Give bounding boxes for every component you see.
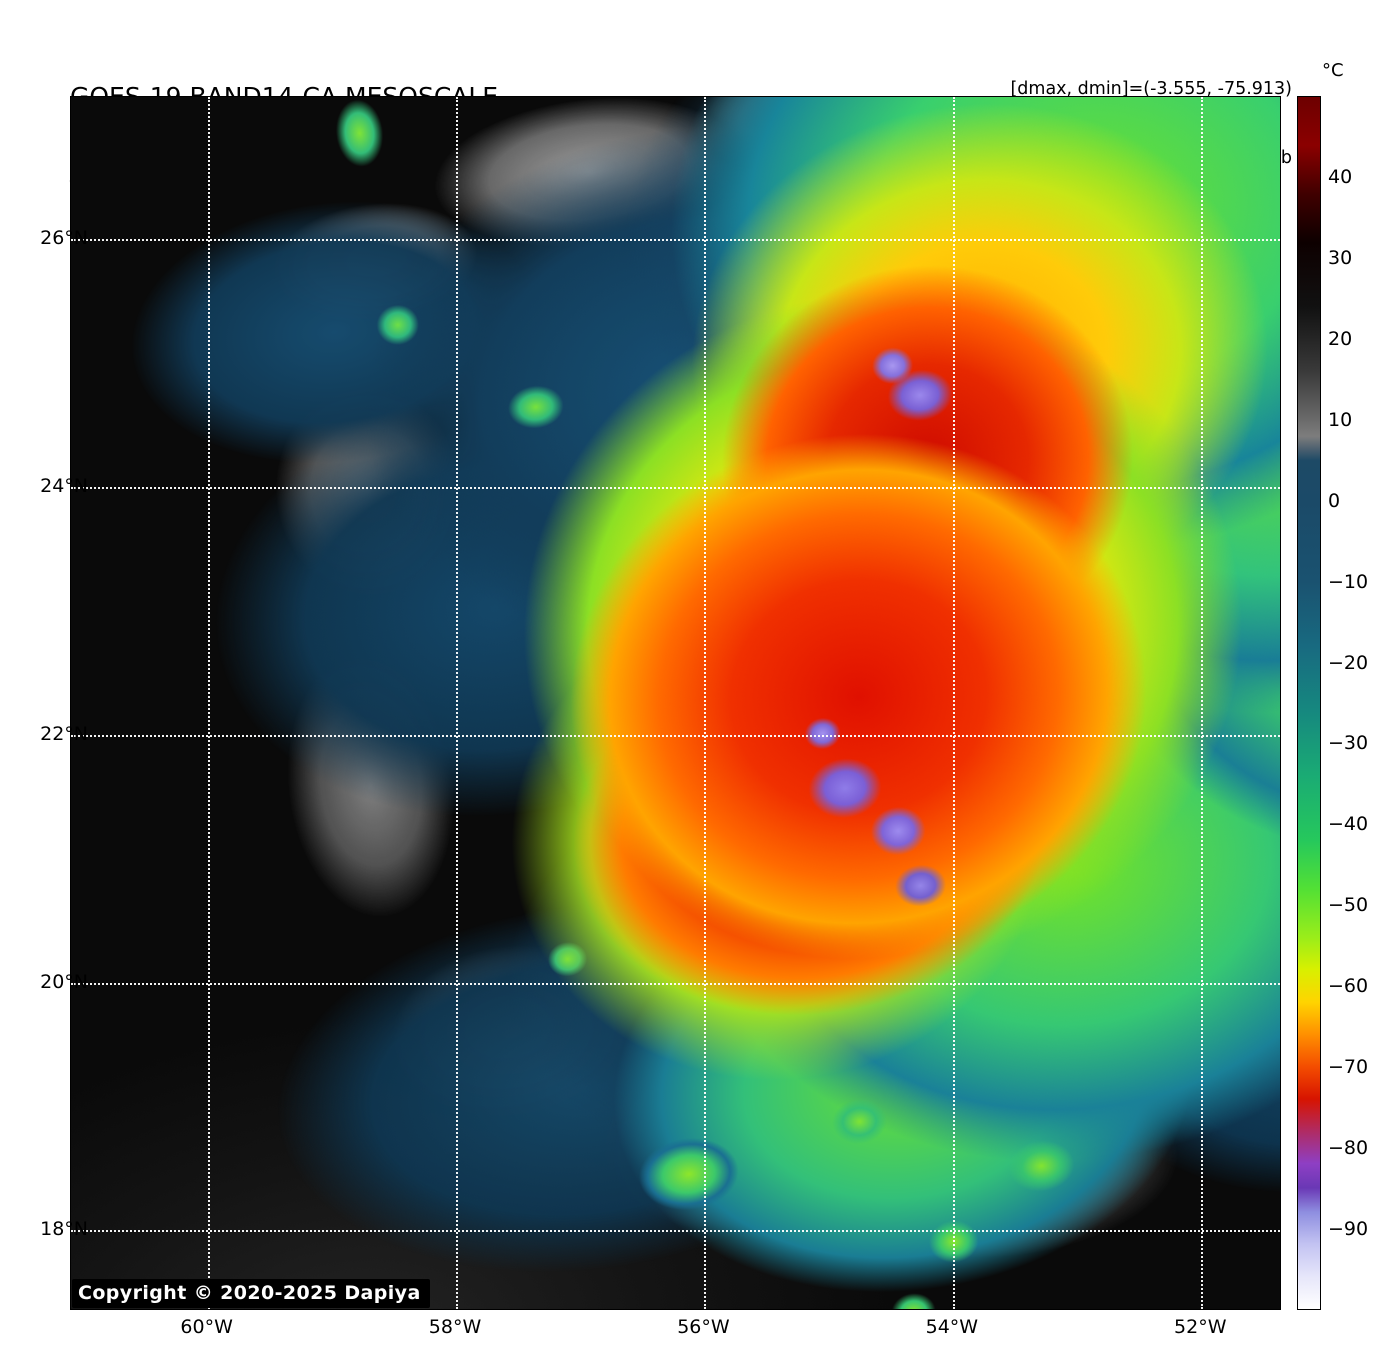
gridline-lat — [71, 1230, 1280, 1233]
colorbar-tick-label: −50 — [1328, 894, 1369, 917]
dminmax-label: [dmax, dmin]=(-3.555, -75.913) — [1010, 79, 1292, 100]
colorbar-tick-label: 40 — [1328, 165, 1353, 188]
colorbar-tick-label: −30 — [1328, 732, 1369, 755]
colorbar-tick-label: −90 — [1328, 1218, 1369, 1241]
gridline-lon — [456, 97, 459, 1309]
colorbar-tick-label: −70 — [1328, 1056, 1369, 1079]
lon-tick-label: 54°W — [925, 1316, 979, 1338]
colorbar-tick-label: 30 — [1328, 246, 1353, 269]
lat-tick-label: 20°N — [40, 970, 88, 993]
gridline-lon — [207, 97, 210, 1309]
lon-tick-label: 58°W — [428, 1316, 482, 1338]
colorbar-tick-label: 20 — [1328, 327, 1353, 350]
colorbar-tick-label: −80 — [1328, 1137, 1369, 1160]
gridline-lat — [71, 239, 1280, 242]
lat-lon-grid — [71, 97, 1280, 1309]
gridline-lat — [71, 487, 1280, 490]
lat-tick-label: 22°N — [40, 722, 88, 745]
satellite-image-plot — [70, 96, 1281, 1310]
lon-tick-label: 56°W — [677, 1316, 730, 1338]
colorbar-tick-label: −60 — [1328, 975, 1369, 998]
gridline-lon — [704, 97, 707, 1309]
lat-tick-label: 24°N — [40, 475, 88, 498]
gridline-lon — [952, 97, 955, 1309]
lat-tick-label: 18°N — [40, 1218, 88, 1241]
lon-tick-label: 52°W — [1174, 1316, 1227, 1338]
gridline-lat — [71, 734, 1280, 737]
colorbar-tick-label: 10 — [1328, 408, 1353, 431]
gridline-lon — [1201, 97, 1204, 1309]
colorbar-tick-label: −20 — [1328, 651, 1369, 674]
temperature-colorbar — [1297, 96, 1321, 1310]
copyright-label: Copyright © 2020-2025 Dapiya — [72, 1279, 430, 1308]
gridline-lat — [71, 982, 1280, 985]
lat-tick-label: 26°N — [40, 227, 88, 250]
colorbar-unit-label: °C — [1322, 60, 1344, 81]
colorbar-tick-label: −40 — [1328, 813, 1369, 836]
lon-tick-label: 60°W — [180, 1316, 233, 1338]
colorbar-tick-label: 0 — [1328, 489, 1341, 512]
colorbar-gradient — [1298, 97, 1320, 1309]
colorbar-tick-label: −10 — [1328, 570, 1369, 593]
plot-inner — [71, 97, 1280, 1309]
